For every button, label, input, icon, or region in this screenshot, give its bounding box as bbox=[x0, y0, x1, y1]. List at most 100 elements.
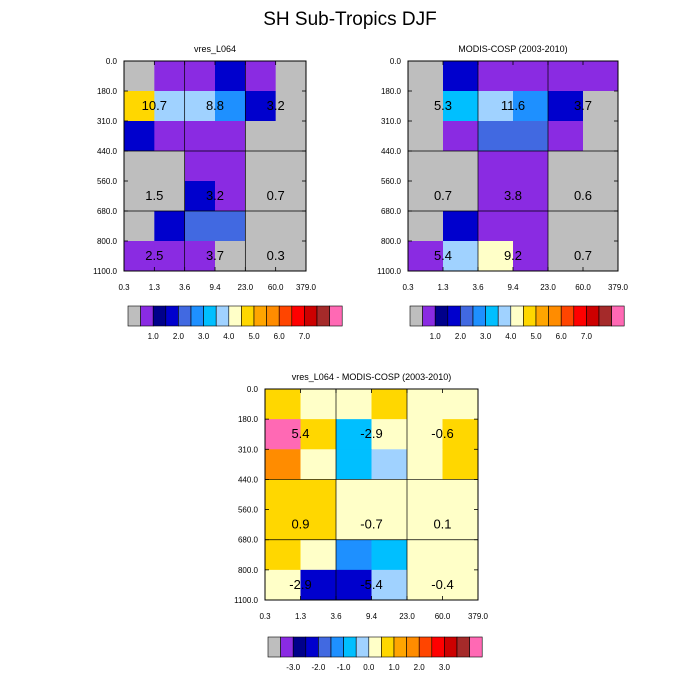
modis-cell bbox=[583, 151, 619, 182]
vres-cell bbox=[245, 91, 277, 122]
vres-cell bbox=[215, 181, 246, 212]
modis-x-tick-label: 9.4 bbox=[507, 283, 519, 292]
diff-cell bbox=[265, 389, 301, 420]
modis-colorbar-label: 3.0 bbox=[480, 332, 492, 341]
vres-colorbar-swatch bbox=[291, 305, 305, 327]
vres-y-tick-label: 800.0 bbox=[97, 237, 118, 246]
vres-cell bbox=[154, 91, 186, 122]
vres-colorbar-swatch bbox=[178, 305, 192, 327]
diff-colorbar-swatch bbox=[267, 636, 281, 658]
vres-cell bbox=[154, 211, 186, 242]
diff-cell bbox=[336, 569, 372, 601]
modis-cell bbox=[583, 211, 619, 242]
vres-cell bbox=[184, 91, 216, 122]
diff-colorbar-swatch bbox=[330, 636, 344, 658]
diff-cell bbox=[265, 479, 301, 511]
vres-y-tick-label: 180.0 bbox=[97, 87, 118, 96]
modis-value-label: 5.4 bbox=[434, 248, 452, 263]
modis-cell bbox=[583, 241, 619, 272]
vres-cell bbox=[124, 91, 155, 122]
diff-colorbar-swatch bbox=[318, 636, 332, 658]
diff-y-tick-label: 0.0 bbox=[247, 385, 259, 394]
diff-value-label: -5.4 bbox=[360, 577, 382, 592]
modis-colorbar-swatch bbox=[523, 305, 537, 327]
modis-cell bbox=[408, 121, 444, 152]
vres-x-tick-label: 60.0 bbox=[268, 283, 284, 292]
diff-colorbar-swatch bbox=[418, 636, 433, 658]
diff-colorbar-label: -1.0 bbox=[337, 663, 351, 672]
diff-colorbar-swatch bbox=[406, 636, 420, 658]
vres-cell bbox=[245, 181, 277, 212]
vres-colorbar-swatch bbox=[203, 305, 217, 327]
vres-panel-title: vres_L064 bbox=[194, 44, 236, 54]
modis-value-label: 0.6 bbox=[574, 188, 592, 203]
vres-value-label: 1.5 bbox=[145, 188, 163, 203]
vres-colorbar-swatch bbox=[253, 305, 267, 327]
modis-cell bbox=[513, 181, 549, 212]
vres-value-label: 3.2 bbox=[206, 188, 224, 203]
modis-value-label: 3.8 bbox=[504, 188, 522, 203]
vres-colorbar-label: 5.0 bbox=[248, 332, 260, 341]
modis-colorbar-swatch bbox=[548, 305, 562, 327]
modis-cell bbox=[408, 181, 444, 212]
modis-x-tick-label: 0.3 bbox=[402, 283, 414, 292]
modis-cell bbox=[513, 151, 549, 182]
diff-cell bbox=[300, 449, 337, 480]
diff-cell bbox=[300, 419, 337, 450]
vres-cell bbox=[275, 181, 307, 212]
modis-colorbar-swatch bbox=[472, 305, 486, 327]
diff-cell bbox=[442, 479, 479, 511]
modis-cell bbox=[443, 61, 479, 92]
diff-cell bbox=[265, 539, 301, 571]
vres-y-tick-label: 0.0 bbox=[106, 57, 118, 66]
diff-colorbar-swatch bbox=[431, 636, 445, 658]
diff-cell bbox=[265, 419, 301, 450]
diff-x-tick-label: 9.4 bbox=[366, 612, 378, 621]
diff-cell bbox=[336, 449, 372, 480]
diff-value-label: -0.4 bbox=[431, 577, 453, 592]
modis-x-tick-label: 379.0 bbox=[608, 283, 629, 292]
modis-cell bbox=[583, 121, 619, 152]
diff-cell bbox=[371, 479, 408, 511]
diff-value-label: -2.9 bbox=[289, 577, 311, 592]
diff-cell bbox=[371, 569, 408, 601]
modis-cell bbox=[478, 181, 514, 212]
vres-cell bbox=[184, 181, 216, 212]
diff-cell bbox=[265, 449, 301, 480]
modis-cell bbox=[548, 151, 584, 182]
vres-colorbar-swatch bbox=[190, 305, 204, 327]
diff-colorbar-swatch bbox=[280, 636, 294, 658]
diff-panel-title: vres_L064 - MODIS-COSP (2003-2010) bbox=[292, 372, 451, 382]
diff-colorbar-swatch bbox=[343, 636, 357, 658]
modis-colorbar-swatch bbox=[535, 305, 549, 327]
vres-cell bbox=[154, 151, 186, 182]
modis-colorbar-label: 4.0 bbox=[505, 332, 517, 341]
modis-panel-title: MODIS-COSP (2003-2010) bbox=[458, 44, 567, 54]
vres-colorbar-label: 3.0 bbox=[198, 332, 210, 341]
modis-cell bbox=[408, 241, 444, 272]
modis-colorbar-swatch bbox=[510, 305, 524, 327]
modis-colorbar-swatch bbox=[409, 305, 423, 327]
vres-x-tick-label: 3.6 bbox=[179, 283, 191, 292]
vres-cell bbox=[124, 211, 155, 242]
modis-colorbar-label: 5.0 bbox=[530, 332, 542, 341]
diff-cell bbox=[442, 389, 479, 420]
modis-x-tick-label: 3.6 bbox=[472, 283, 484, 292]
vres-value-label: 2.5 bbox=[145, 248, 163, 263]
modis-y-tick-label: 800.0 bbox=[381, 237, 402, 246]
diff-x-tick-label: 0.3 bbox=[259, 612, 271, 621]
modis-cell bbox=[408, 211, 444, 242]
diff-colorbar-swatch bbox=[355, 636, 370, 658]
diff-x-tick-label: 379.0 bbox=[468, 612, 489, 621]
modis-y-tick-label: 310.0 bbox=[381, 117, 402, 126]
diff-cell bbox=[300, 539, 337, 571]
vres-value-label: 0.7 bbox=[267, 188, 285, 203]
diff-cell bbox=[300, 479, 337, 511]
vres-cell bbox=[275, 211, 307, 242]
diff-colorbar-swatch bbox=[381, 636, 395, 658]
modis-colorbar-label: 6.0 bbox=[556, 332, 568, 341]
modis-cell bbox=[443, 181, 479, 212]
modis-cell bbox=[408, 91, 444, 122]
diff-cell bbox=[336, 539, 372, 571]
modis-value-label: 0.7 bbox=[434, 188, 452, 203]
